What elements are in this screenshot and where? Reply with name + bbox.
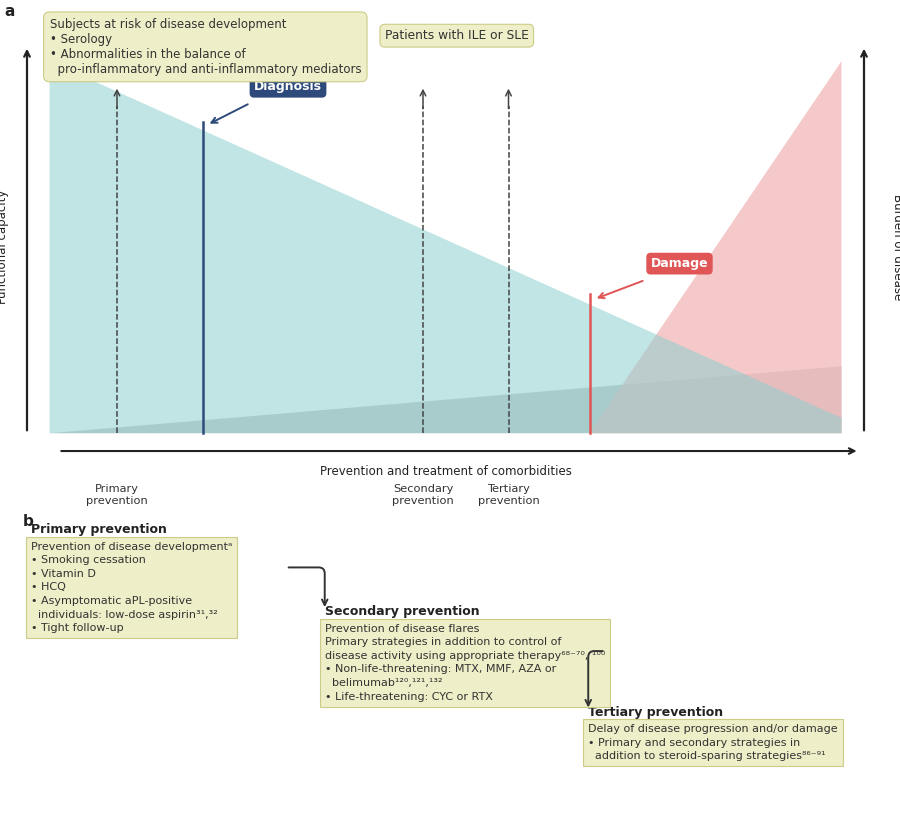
Text: Functional capacity: Functional capacity — [0, 190, 9, 304]
Text: Primary prevention: Primary prevention — [31, 524, 166, 536]
Text: Tertiary
prevention: Tertiary prevention — [478, 484, 539, 506]
Text: Burden of disease: Burden of disease — [891, 194, 900, 300]
Text: Tertiary prevention: Tertiary prevention — [589, 706, 724, 718]
Text: b: b — [22, 515, 33, 529]
Text: Subjects at risk of disease development
• Serology
• Abnormalities in the balanc: Subjects at risk of disease development … — [50, 18, 361, 76]
Polygon shape — [50, 61, 842, 433]
Text: Delay of disease progression and/or damage
• Primary and secondary strategies in: Delay of disease progression and/or dama… — [589, 724, 838, 761]
Polygon shape — [590, 61, 842, 433]
Text: Prevention and treatment of comorbidities: Prevention and treatment of comorbiditie… — [320, 465, 572, 478]
Text: Patients with ILE or SLE: Patients with ILE or SLE — [385, 29, 528, 42]
Polygon shape — [50, 367, 842, 433]
Text: Primary
prevention: Primary prevention — [86, 484, 148, 506]
Text: Prevention of disease flares
Primary strategies in addition to control of
diseas: Prevention of disease flares Primary str… — [325, 624, 605, 702]
Text: Secondary
prevention: Secondary prevention — [392, 484, 454, 506]
Text: Prevention of disease developmentᵃ
• Smoking cessation
• Vitamin D
• HCQ
• Asymp: Prevention of disease developmentᵃ • Smo… — [31, 542, 232, 633]
Text: Damage: Damage — [651, 257, 708, 270]
Text: Secondary prevention: Secondary prevention — [325, 606, 480, 618]
Text: Diagnosis: Diagnosis — [254, 81, 322, 93]
Text: a: a — [4, 4, 15, 19]
